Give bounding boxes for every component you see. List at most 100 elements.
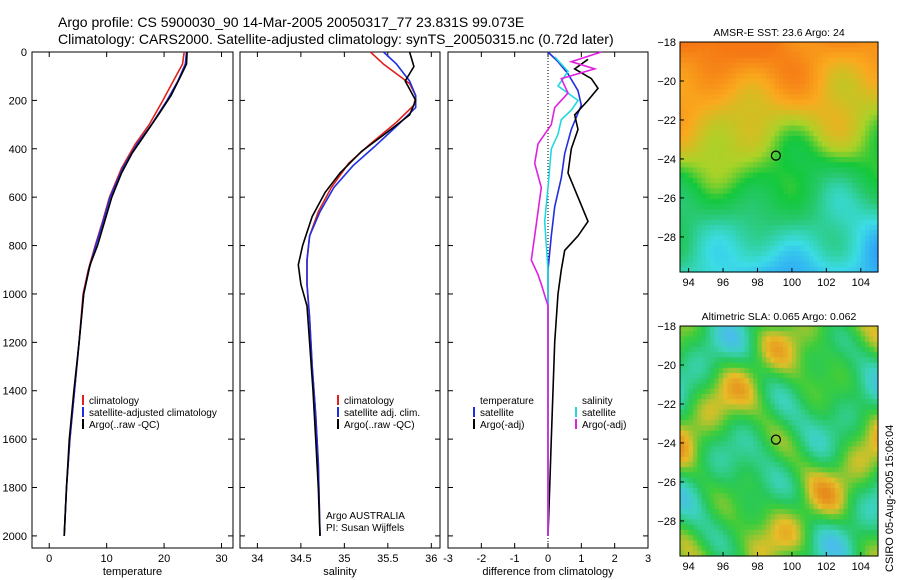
map-cell <box>723 256 728 263</box>
map-cell <box>809 125 815 132</box>
map-cell <box>804 204 810 210</box>
map-cell <box>723 393 728 400</box>
map-cell <box>834 362 840 369</box>
map-cell <box>723 367 728 374</box>
map-cell <box>761 404 767 411</box>
map-cell <box>779 508 784 515</box>
map-cell <box>843 488 849 494</box>
map-cell <box>822 83 827 90</box>
map-cell <box>766 188 771 195</box>
series-line <box>530 51 602 536</box>
map-cell <box>735 52 741 59</box>
map-cell <box>834 193 840 200</box>
map-cell <box>779 68 784 74</box>
map-cell <box>817 89 823 95</box>
map-cell <box>817 204 823 210</box>
map-cell <box>753 78 759 85</box>
map-cell <box>834 508 840 515</box>
map-cell <box>804 488 810 494</box>
map-cell <box>809 130 815 137</box>
map-cell <box>834 266 840 273</box>
map-cell <box>787 467 793 473</box>
map-cell <box>826 172 832 179</box>
map-cell <box>791 141 797 148</box>
map-cell <box>761 414 767 421</box>
map-cell <box>684 362 690 369</box>
x-axis-label: temperature <box>103 566 162 578</box>
map-cell <box>688 326 694 332</box>
map-cell <box>860 109 866 116</box>
map-cell <box>701 472 707 479</box>
map-cell <box>710 230 716 237</box>
map-cell <box>701 352 707 358</box>
map-cell <box>800 326 806 332</box>
map-cell <box>744 73 750 80</box>
map-cell <box>830 120 836 127</box>
map-cell <box>865 89 870 95</box>
map-cell <box>718 326 724 332</box>
map-cell <box>839 493 845 500</box>
map-cell <box>834 151 840 158</box>
map-cell <box>757 89 763 95</box>
map-cell <box>787 482 793 489</box>
map-cell <box>753 204 759 210</box>
map-cell <box>705 256 711 263</box>
map-cell <box>731 219 737 226</box>
map-cell <box>684 498 690 505</box>
map-cell <box>783 109 789 116</box>
map-cell <box>714 456 720 463</box>
map-cell <box>714 503 720 510</box>
map-cell <box>723 451 728 458</box>
map-cell <box>701 535 707 541</box>
map-cell <box>688 503 694 510</box>
map-cell <box>800 109 806 116</box>
map-cell <box>701 141 707 148</box>
map-cell <box>787 446 793 453</box>
map-cell <box>800 336 806 343</box>
map-cell <box>856 529 862 536</box>
map-cell <box>830 493 836 500</box>
map-cell <box>817 115 823 122</box>
map-cell <box>843 409 849 416</box>
map-cell <box>847 393 853 400</box>
map-cell <box>718 362 724 369</box>
map-cell <box>744 83 750 90</box>
map-cell <box>684 456 690 463</box>
map-cell <box>873 550 879 557</box>
map-cell <box>774 456 780 463</box>
map-cell <box>705 383 711 390</box>
map-cell <box>701 493 707 500</box>
map-cell <box>680 209 685 216</box>
map-cell <box>766 162 771 169</box>
map-cell <box>813 188 819 195</box>
map-cell <box>826 214 832 221</box>
map-cell <box>735 104 741 111</box>
map-cell <box>684 78 690 85</box>
map-cell <box>783 204 789 210</box>
map-cell <box>826 425 832 432</box>
map-cell <box>843 235 849 242</box>
map-cell <box>684 94 690 101</box>
map-cell <box>731 477 737 484</box>
map-cell <box>684 52 690 59</box>
map-cell <box>860 240 866 247</box>
map-cell <box>813 441 819 447</box>
map-cell <box>791 477 797 484</box>
map-cell <box>822 331 827 338</box>
map-cell <box>718 251 724 257</box>
map-cell <box>860 224 866 231</box>
map-cell <box>796 209 802 216</box>
map-cell <box>834 57 840 64</box>
map-cell <box>791 177 797 184</box>
map-cell <box>748 94 754 101</box>
map-cell <box>688 42 694 48</box>
map-cell <box>796 52 802 59</box>
map-cell <box>822 540 827 547</box>
map-cell <box>787 367 793 374</box>
map-cell <box>710 94 716 101</box>
map-cell <box>779 230 784 237</box>
map-cell <box>873 109 879 116</box>
map-cell <box>852 446 858 453</box>
map-cell <box>740 524 746 531</box>
